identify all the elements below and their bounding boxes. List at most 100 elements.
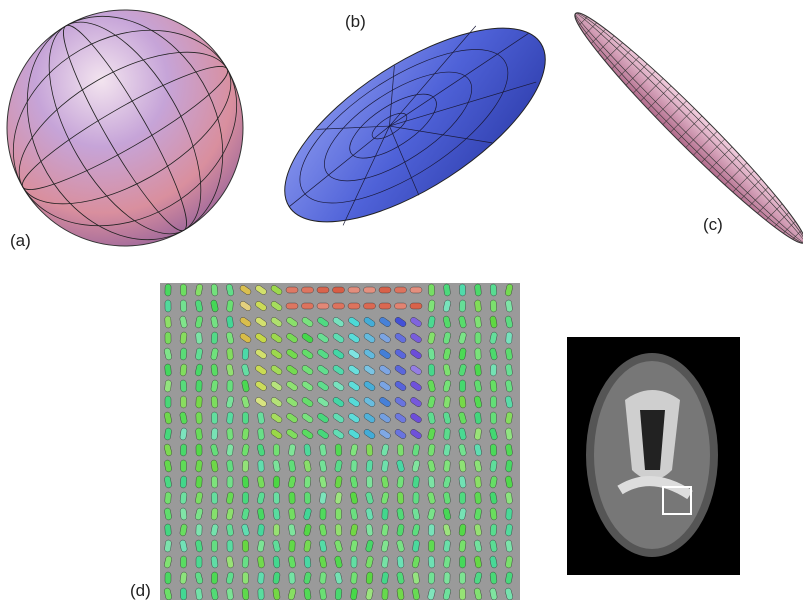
glyph xyxy=(319,444,326,457)
glyph xyxy=(366,460,373,473)
glyph xyxy=(180,380,187,392)
glyph xyxy=(443,396,450,409)
glyph xyxy=(474,364,481,377)
glyph xyxy=(348,287,360,293)
glyph xyxy=(366,572,373,585)
glyph xyxy=(226,412,233,424)
glyph xyxy=(444,428,451,440)
glyph xyxy=(196,412,203,424)
glyph xyxy=(304,556,311,569)
glyph xyxy=(302,303,314,309)
glyph xyxy=(180,396,186,408)
glyph xyxy=(381,556,388,569)
glyph xyxy=(180,300,187,312)
glyph xyxy=(505,428,512,441)
glyph xyxy=(459,492,465,504)
oblate-ellipsoid xyxy=(255,0,574,259)
glyph xyxy=(211,396,218,409)
glyph xyxy=(397,444,404,456)
glyph xyxy=(381,460,388,473)
glyph xyxy=(195,588,202,601)
glyph xyxy=(165,316,172,328)
glyph xyxy=(289,492,295,504)
glyph xyxy=(490,396,496,408)
glyph xyxy=(366,444,373,457)
glyph xyxy=(395,287,407,293)
panel-label: (d) xyxy=(130,581,151,600)
glyph xyxy=(180,476,187,488)
glyph xyxy=(319,588,326,601)
glyph xyxy=(412,476,419,489)
glyph xyxy=(428,476,435,489)
page: (a) (b) (c) (d xyxy=(0,0,803,602)
glyph xyxy=(195,428,202,441)
glyph xyxy=(428,524,435,536)
glyph xyxy=(165,300,171,312)
glyph xyxy=(180,284,186,296)
glyph xyxy=(475,348,482,360)
glyph xyxy=(288,508,295,520)
glyph xyxy=(211,284,218,297)
glyph xyxy=(273,444,279,456)
glyph xyxy=(459,556,465,568)
glyph xyxy=(258,588,264,600)
panel-label: (a) xyxy=(10,231,31,250)
figure: (a) (b) (c) (d xyxy=(0,0,803,602)
glyph xyxy=(333,287,345,293)
prolate-ellipsoid xyxy=(563,1,803,254)
glyph xyxy=(475,476,482,488)
glyph xyxy=(444,572,450,584)
glyph xyxy=(317,287,329,293)
glyph xyxy=(273,524,279,536)
glyph xyxy=(289,572,296,584)
glyph xyxy=(226,588,233,601)
glyph xyxy=(506,508,513,520)
glyph xyxy=(333,303,345,309)
glyph xyxy=(258,460,265,472)
glyph xyxy=(242,492,248,504)
glyph xyxy=(304,476,311,488)
glyph xyxy=(242,348,249,360)
glyph xyxy=(335,588,342,600)
glyph xyxy=(180,444,187,456)
glyph xyxy=(211,572,217,584)
glyph xyxy=(459,284,465,296)
glyph xyxy=(258,524,265,536)
glyph xyxy=(289,540,296,552)
glyph xyxy=(505,460,512,473)
glyph xyxy=(395,303,407,309)
glyph xyxy=(490,444,497,456)
glyph xyxy=(410,303,422,309)
glyph xyxy=(226,444,233,457)
glyph xyxy=(196,556,202,568)
panel-label: (b) xyxy=(345,12,366,31)
glyph xyxy=(165,284,171,296)
glyph xyxy=(196,396,203,408)
tensor-glyph-field xyxy=(160,283,520,601)
glyph xyxy=(490,524,497,537)
glyph xyxy=(258,428,265,440)
glyph xyxy=(195,460,202,473)
glyph xyxy=(226,460,233,472)
glyph xyxy=(273,492,279,504)
glyph xyxy=(459,588,465,600)
glyph xyxy=(180,556,186,568)
glyph xyxy=(382,588,388,600)
glyph xyxy=(242,412,248,424)
glyph xyxy=(459,380,465,392)
glyph xyxy=(320,572,327,584)
glyph xyxy=(196,380,202,392)
panel-label: (c) xyxy=(703,215,723,234)
glyph xyxy=(211,508,218,521)
glyph xyxy=(227,380,233,392)
glyph xyxy=(317,303,329,309)
glyph xyxy=(180,348,187,360)
glyph xyxy=(180,460,186,472)
glyph xyxy=(302,287,314,293)
glyph xyxy=(474,300,481,313)
glyph xyxy=(165,492,172,504)
glyph xyxy=(180,588,186,600)
glyph xyxy=(165,332,171,344)
glyph xyxy=(304,492,311,504)
glyph xyxy=(379,303,391,309)
